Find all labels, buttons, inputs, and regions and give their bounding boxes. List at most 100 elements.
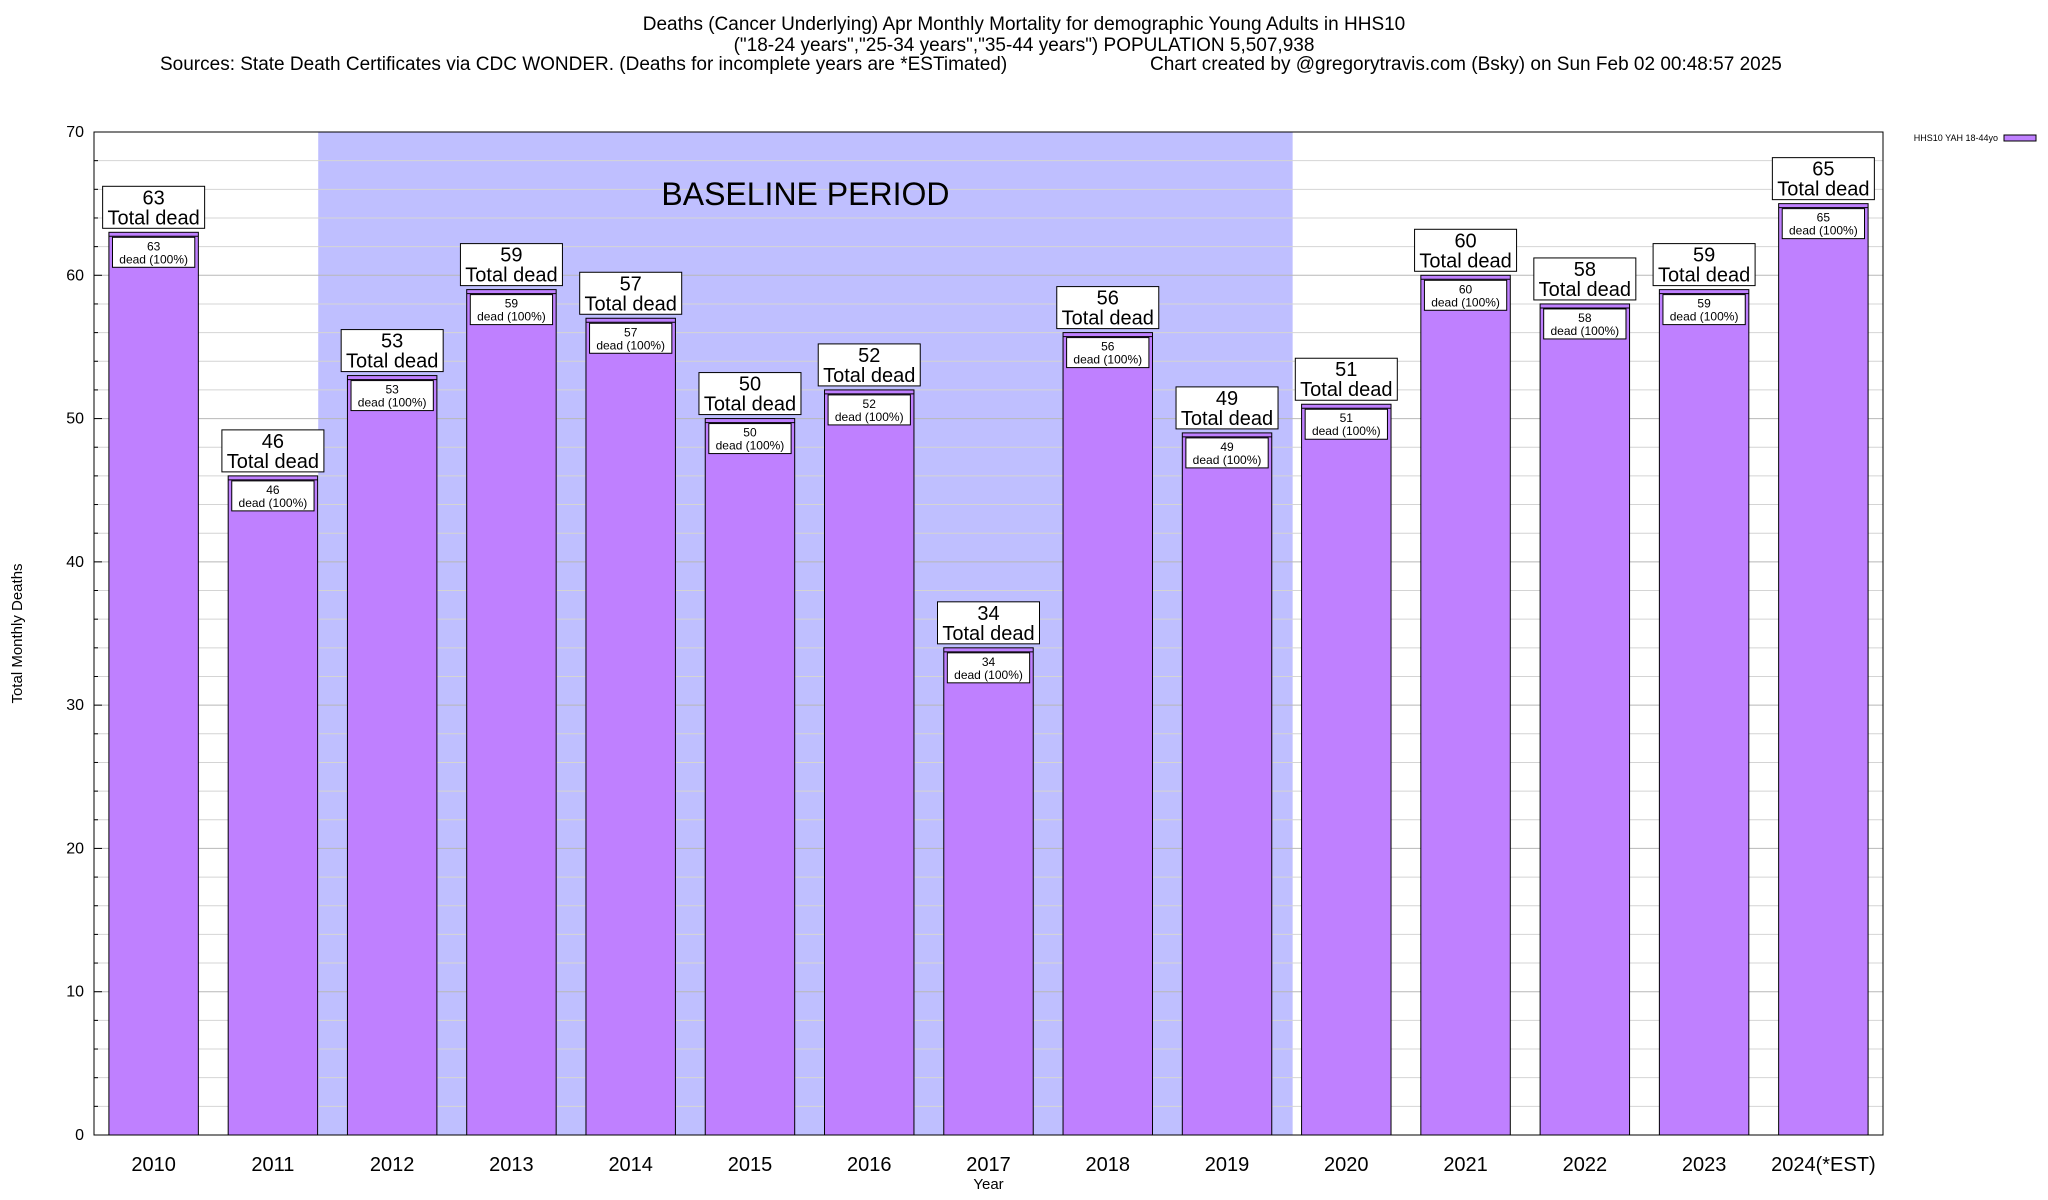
x-tick-label: 2015	[728, 1154, 773, 1176]
plot-border	[93, 131, 1884, 1136]
y-tick-label: 40	[66, 554, 84, 571]
inner-label-value: 57	[624, 325, 638, 339]
outer-label-text: Total dead	[227, 451, 319, 473]
inner-label-value: 60	[1459, 282, 1473, 296]
inner-label-value: 58	[1578, 311, 1592, 325]
outer-label-value: 50	[739, 374, 761, 396]
inner-label-box	[469, 294, 554, 326]
inner-label-value: 63	[147, 239, 161, 253]
x-tick-label: 2014	[608, 1154, 653, 1176]
outer-label-box	[579, 271, 683, 315]
inner-label-text: dead (100%)	[239, 496, 308, 510]
outer-label-value: 59	[1693, 245, 1715, 267]
legend-swatch	[2003, 134, 2037, 142]
bar	[824, 389, 915, 1136]
bar	[704, 418, 796, 1136]
bar	[943, 647, 1034, 1136]
inner-label-box	[589, 322, 673, 354]
outer-label-value: 57	[620, 273, 642, 295]
outer-label-text: Total dead	[1777, 179, 1869, 201]
bar	[1539, 303, 1631, 1136]
bar	[466, 289, 557, 1136]
inner-label-text: dead (100%)	[1789, 224, 1858, 238]
x-tick-label: 2011	[251, 1154, 294, 1176]
bar	[108, 231, 199, 1136]
outer-label-box	[698, 372, 802, 416]
inner-label-box	[231, 480, 315, 512]
bar	[1778, 203, 1869, 1136]
outer-label-box	[1056, 286, 1160, 330]
outer-label-value: 60	[1454, 230, 1476, 252]
x-tick-label: 2010	[131, 1154, 176, 1176]
outer-label-value: 46	[262, 431, 284, 453]
inner-label-text: dead (100%)	[1670, 310, 1739, 324]
inner-label-box	[1066, 337, 1150, 369]
outer-label-box	[1294, 357, 1398, 401]
outer-label-text: Total dead	[1658, 265, 1750, 287]
inner-label-text: dead (100%)	[954, 668, 1023, 682]
inner-label-box	[827, 394, 911, 426]
chart-title: Deaths (Cancer Underlying) Apr Monthly M…	[0, 14, 2048, 56]
outer-label-text: Total dead	[942, 623, 1034, 645]
bar	[1658, 289, 1750, 1136]
credit-text: Chart created by @gregorytravis.com (Bsk…	[1150, 54, 1782, 75]
outer-label-box	[102, 185, 206, 229]
outer-label-value: 34	[977, 603, 999, 625]
inner-label-value: 56	[1101, 340, 1115, 354]
outer-label-box	[1175, 386, 1279, 430]
bar	[1062, 332, 1153, 1136]
x-axis-label: Year	[973, 1176, 1003, 1193]
inner-label-box	[1543, 308, 1627, 340]
outer-label-box	[1533, 257, 1637, 301]
inner-label-value: 50	[743, 426, 757, 440]
y-tick-label: 50	[66, 411, 84, 428]
legend-label: HHS10 YAH 18-44yo	[1914, 133, 1998, 143]
baseline-label: BASELINE PERIOD	[661, 176, 949, 212]
x-tick-label: 2020	[1324, 1154, 1369, 1176]
inner-label-value: 51	[1340, 411, 1354, 425]
x-tick-label: 2023	[1682, 1154, 1727, 1176]
inner-label-text: dead (100%)	[596, 338, 665, 352]
outer-label-text: Total dead	[704, 394, 796, 416]
outer-label-value: 52	[858, 345, 880, 367]
inner-label-box	[1781, 208, 1866, 240]
title-line-1: Deaths (Cancer Underlying) Apr Monthly M…	[642, 14, 1406, 35]
inner-label-box	[946, 652, 1031, 684]
y-tick-label: 30	[66, 697, 84, 714]
x-tick-label: 2021	[1443, 1154, 1488, 1176]
outer-label-box	[937, 601, 1040, 645]
outer-label-text: Total dead	[1539, 279, 1631, 301]
y-axis-label: Total Monthly Deaths	[9, 563, 26, 703]
inner-label-text: dead (100%)	[1312, 424, 1381, 438]
outer-label-box	[340, 329, 444, 373]
inner-label-box	[1185, 437, 1269, 469]
outer-label-text: Total dead	[1300, 379, 1392, 401]
bar	[1420, 274, 1511, 1136]
x-tick-label: 2018	[1086, 1154, 1131, 1176]
x-tick-label: 2012	[370, 1154, 415, 1176]
bar	[346, 375, 438, 1136]
y-tick-label: 10	[66, 984, 84, 1001]
inner-label-text: dead (100%)	[835, 410, 904, 424]
y-tick-label: 70	[66, 124, 84, 141]
x-tick-label: 2017	[966, 1154, 1011, 1176]
inner-label-box	[111, 236, 196, 268]
outer-label-text: Total dead	[1062, 308, 1154, 330]
outer-label-box	[1414, 228, 1518, 272]
inner-label-text: dead (100%)	[716, 439, 785, 453]
outer-label-value: 49	[1216, 388, 1238, 410]
inner-label-value: 46	[266, 483, 280, 497]
inner-label-text: dead (100%)	[1193, 453, 1262, 467]
outer-label-value: 63	[143, 187, 165, 209]
x-tick-label: 2024(*EST)	[1771, 1154, 1876, 1176]
inner-label-value: 52	[863, 397, 877, 411]
outer-label-text: Total dead	[465, 265, 557, 287]
sources-text: Sources: State Death Certificates via CD…	[160, 54, 1008, 75]
bar	[1301, 403, 1392, 1136]
x-tick-label: 2016	[847, 1154, 892, 1176]
outer-label-value: 65	[1812, 159, 1834, 181]
outer-label-text: Total dead	[107, 207, 199, 229]
inner-label-value: 34	[982, 655, 996, 669]
outer-label-text: Total dead	[1419, 250, 1511, 272]
